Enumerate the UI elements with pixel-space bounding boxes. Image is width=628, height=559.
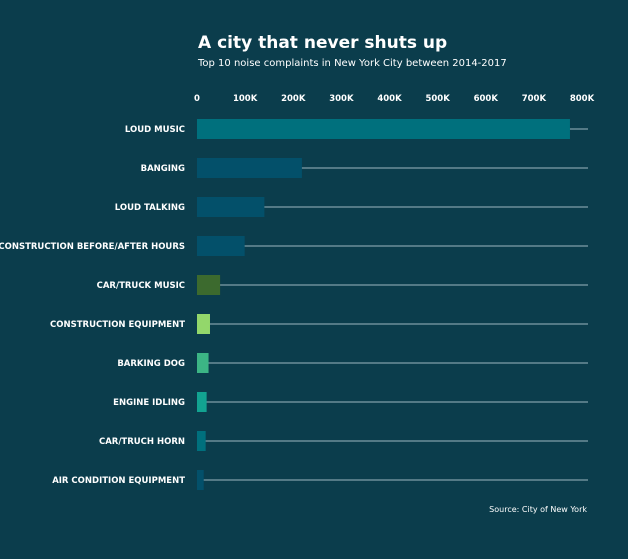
category-label: CONSTRUCTION BEFORE/AFTER HOURS [0, 242, 185, 252]
category-label: ENGINE IDLING [113, 398, 185, 408]
category-label: CONSTRUCTION EQUIPMENT [50, 320, 185, 330]
x-tick-label: 500K [425, 94, 450, 104]
category-label: AIR CONDITION EQUIPMENT [52, 476, 185, 486]
bar [197, 314, 210, 334]
x-tick-label: 100K [233, 94, 258, 104]
source-note: Source: City of New York [489, 505, 587, 514]
bar [197, 119, 570, 139]
x-tick-label: 400K [377, 94, 402, 104]
bar [197, 275, 221, 295]
bar [197, 158, 302, 178]
category-label: BANGING [141, 164, 185, 174]
category-label: CAR/TRUCH HORN [99, 437, 185, 447]
chart-title: A city that never shuts up [198, 33, 447, 53]
bar [197, 197, 265, 217]
category-label: LOUD TALKING [115, 203, 185, 213]
chart-subtitle: Top 10 noise complaints in New York City… [197, 58, 507, 69]
x-tick-label: 300K [329, 94, 354, 104]
x-tick-label: 0 [194, 94, 200, 104]
bar [197, 236, 245, 256]
category-label: LOUD MUSIC [125, 125, 185, 135]
category-label: CAR/TRUCK MUSIC [97, 281, 185, 291]
bar [197, 353, 209, 373]
bar-rows: LOUD MUSIC BANGING LOUD TALKING CONSTRUCTIO… [0, 119, 588, 490]
bar [197, 470, 204, 490]
x-tick-label: 800K [570, 94, 595, 104]
bar [197, 392, 207, 412]
bar [197, 431, 206, 451]
x-tick-label: 200K [281, 94, 306, 104]
x-tick-label: 600K [474, 94, 499, 104]
x-axis-ticks: 0 100K 200K 300K 400K 500K 600K 700K 800K [194, 94, 595, 104]
x-tick-label: 700K [522, 94, 547, 104]
category-label: BARKING DOG [117, 359, 185, 369]
